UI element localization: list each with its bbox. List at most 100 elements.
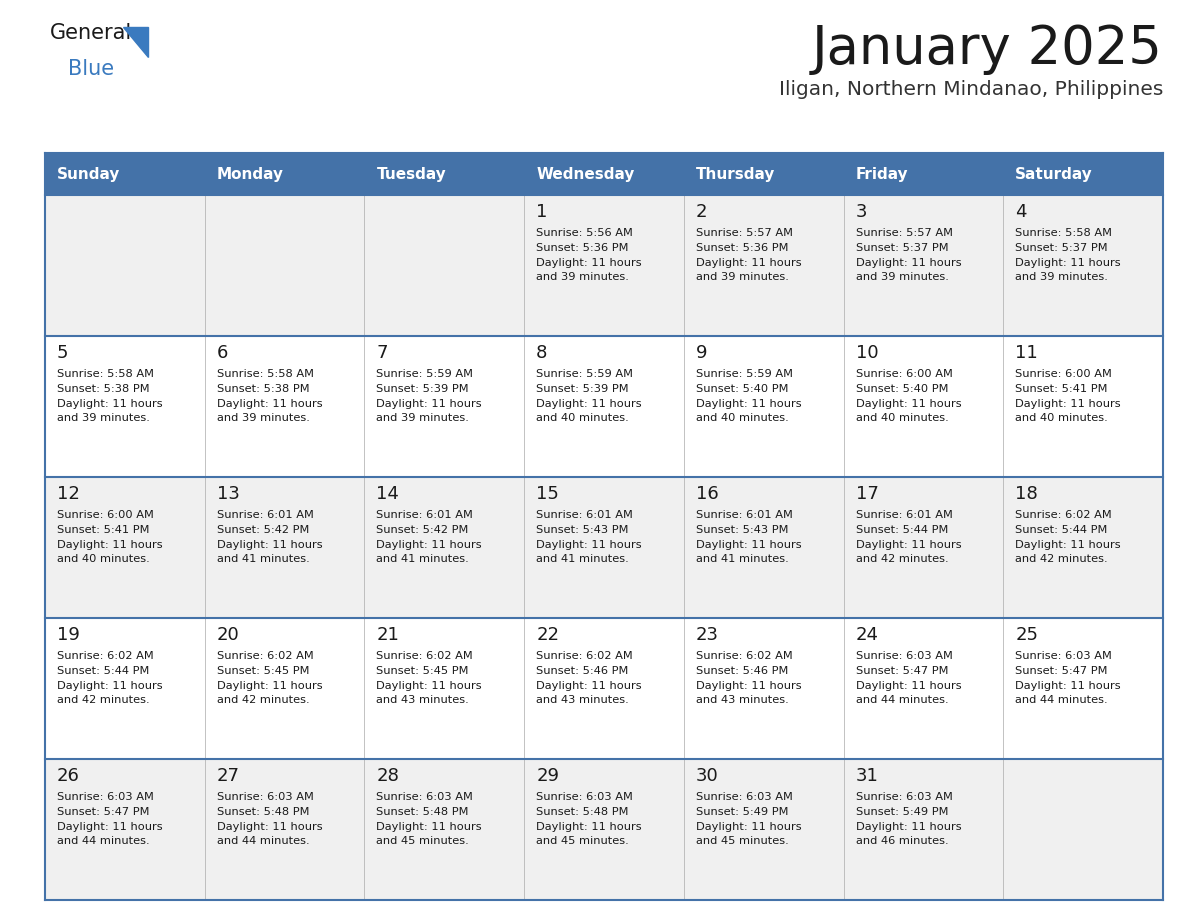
Bar xyxy=(204,153,365,195)
Text: Tuesday: Tuesday xyxy=(377,166,447,182)
Bar xyxy=(365,477,524,618)
Text: 2: 2 xyxy=(696,203,707,221)
Text: 24: 24 xyxy=(855,626,879,644)
Text: 9: 9 xyxy=(696,344,707,362)
Bar xyxy=(204,477,365,618)
Bar xyxy=(843,195,1004,336)
Bar xyxy=(843,336,1004,477)
Text: 12: 12 xyxy=(57,485,80,503)
Text: 4: 4 xyxy=(1016,203,1026,221)
Text: Sunrise: 6:00 AM
Sunset: 5:40 PM
Daylight: 11 hours
and 40 minutes.: Sunrise: 6:00 AM Sunset: 5:40 PM Dayligh… xyxy=(855,369,961,423)
Text: 29: 29 xyxy=(536,767,560,785)
Text: 11: 11 xyxy=(1016,344,1038,362)
Bar xyxy=(365,336,524,477)
Text: Sunrise: 6:02 AM
Sunset: 5:44 PM
Daylight: 11 hours
and 42 minutes.: Sunrise: 6:02 AM Sunset: 5:44 PM Dayligh… xyxy=(1016,510,1121,565)
Text: Sunrise: 6:01 AM
Sunset: 5:42 PM
Daylight: 11 hours
and 41 minutes.: Sunrise: 6:01 AM Sunset: 5:42 PM Dayligh… xyxy=(216,510,322,565)
Text: Sunrise: 6:03 AM
Sunset: 5:47 PM
Daylight: 11 hours
and 44 minutes.: Sunrise: 6:03 AM Sunset: 5:47 PM Dayligh… xyxy=(57,792,163,846)
Bar xyxy=(684,477,843,618)
Text: Thursday: Thursday xyxy=(696,166,776,182)
Text: Sunrise: 6:02 AM
Sunset: 5:45 PM
Daylight: 11 hours
and 42 minutes.: Sunrise: 6:02 AM Sunset: 5:45 PM Dayligh… xyxy=(216,651,322,705)
Text: Wednesday: Wednesday xyxy=(536,166,634,182)
Text: Sunrise: 6:00 AM
Sunset: 5:41 PM
Daylight: 11 hours
and 40 minutes.: Sunrise: 6:00 AM Sunset: 5:41 PM Dayligh… xyxy=(1016,369,1121,423)
Polygon shape xyxy=(124,27,148,57)
Bar xyxy=(524,153,684,195)
Bar xyxy=(45,759,204,900)
Bar xyxy=(1004,618,1163,759)
Text: 19: 19 xyxy=(57,626,80,644)
Bar xyxy=(204,759,365,900)
Bar xyxy=(843,153,1004,195)
Text: Sunrise: 5:59 AM
Sunset: 5:39 PM
Daylight: 11 hours
and 40 minutes.: Sunrise: 5:59 AM Sunset: 5:39 PM Dayligh… xyxy=(536,369,642,423)
Text: Sunrise: 6:03 AM
Sunset: 5:49 PM
Daylight: 11 hours
and 46 minutes.: Sunrise: 6:03 AM Sunset: 5:49 PM Dayligh… xyxy=(855,792,961,846)
Bar xyxy=(204,336,365,477)
Text: Sunrise: 6:03 AM
Sunset: 5:48 PM
Daylight: 11 hours
and 44 minutes.: Sunrise: 6:03 AM Sunset: 5:48 PM Dayligh… xyxy=(216,792,322,846)
Text: January 2025: January 2025 xyxy=(813,23,1163,75)
Text: 31: 31 xyxy=(855,767,878,785)
Text: Sunrise: 6:02 AM
Sunset: 5:46 PM
Daylight: 11 hours
and 43 minutes.: Sunrise: 6:02 AM Sunset: 5:46 PM Dayligh… xyxy=(696,651,802,705)
Bar xyxy=(1004,759,1163,900)
Text: Sunrise: 6:03 AM
Sunset: 5:49 PM
Daylight: 11 hours
and 45 minutes.: Sunrise: 6:03 AM Sunset: 5:49 PM Dayligh… xyxy=(696,792,802,846)
Bar xyxy=(524,618,684,759)
Text: 27: 27 xyxy=(216,767,240,785)
Bar xyxy=(524,195,684,336)
Bar xyxy=(843,618,1004,759)
Text: Sunrise: 6:02 AM
Sunset: 5:45 PM
Daylight: 11 hours
and 43 minutes.: Sunrise: 6:02 AM Sunset: 5:45 PM Dayligh… xyxy=(377,651,482,705)
Bar xyxy=(1004,153,1163,195)
Text: Sunrise: 6:03 AM
Sunset: 5:47 PM
Daylight: 11 hours
and 44 minutes.: Sunrise: 6:03 AM Sunset: 5:47 PM Dayligh… xyxy=(1016,651,1121,705)
Text: Sunrise: 6:03 AM
Sunset: 5:47 PM
Daylight: 11 hours
and 44 minutes.: Sunrise: 6:03 AM Sunset: 5:47 PM Dayligh… xyxy=(855,651,961,705)
Bar xyxy=(1004,336,1163,477)
Text: 1: 1 xyxy=(536,203,548,221)
Bar xyxy=(684,195,843,336)
Text: Sunrise: 6:01 AM
Sunset: 5:43 PM
Daylight: 11 hours
and 41 minutes.: Sunrise: 6:01 AM Sunset: 5:43 PM Dayligh… xyxy=(696,510,802,565)
Bar xyxy=(843,759,1004,900)
Bar xyxy=(1004,195,1163,336)
Text: Monday: Monday xyxy=(216,166,284,182)
Bar xyxy=(1004,477,1163,618)
Text: Sunrise: 5:59 AM
Sunset: 5:40 PM
Daylight: 11 hours
and 40 minutes.: Sunrise: 5:59 AM Sunset: 5:40 PM Dayligh… xyxy=(696,369,802,423)
Text: 3: 3 xyxy=(855,203,867,221)
Bar xyxy=(684,153,843,195)
Bar xyxy=(684,618,843,759)
Text: Iligan, Northern Mindanao, Philippines: Iligan, Northern Mindanao, Philippines xyxy=(778,80,1163,99)
Text: 16: 16 xyxy=(696,485,719,503)
Text: 13: 13 xyxy=(216,485,240,503)
Text: 30: 30 xyxy=(696,767,719,785)
Bar xyxy=(524,477,684,618)
Bar xyxy=(365,618,524,759)
Bar xyxy=(524,336,684,477)
Text: Sunrise: 6:02 AM
Sunset: 5:46 PM
Daylight: 11 hours
and 43 minutes.: Sunrise: 6:02 AM Sunset: 5:46 PM Dayligh… xyxy=(536,651,642,705)
Text: 8: 8 xyxy=(536,344,548,362)
Bar xyxy=(204,195,365,336)
Bar xyxy=(45,153,204,195)
Text: 20: 20 xyxy=(216,626,240,644)
Text: 6: 6 xyxy=(216,344,228,362)
Bar xyxy=(204,618,365,759)
Text: Saturday: Saturday xyxy=(1016,166,1093,182)
Bar xyxy=(365,153,524,195)
Bar xyxy=(843,477,1004,618)
Bar xyxy=(524,759,684,900)
Text: Sunday: Sunday xyxy=(57,166,120,182)
Bar xyxy=(45,336,204,477)
Bar xyxy=(45,618,204,759)
Text: 28: 28 xyxy=(377,767,399,785)
Text: 21: 21 xyxy=(377,626,399,644)
Text: 7: 7 xyxy=(377,344,388,362)
Text: 15: 15 xyxy=(536,485,560,503)
Text: Sunrise: 5:58 AM
Sunset: 5:38 PM
Daylight: 11 hours
and 39 minutes.: Sunrise: 5:58 AM Sunset: 5:38 PM Dayligh… xyxy=(216,369,322,423)
Text: Sunrise: 6:01 AM
Sunset: 5:42 PM
Daylight: 11 hours
and 41 minutes.: Sunrise: 6:01 AM Sunset: 5:42 PM Dayligh… xyxy=(377,510,482,565)
Text: Sunrise: 5:57 AM
Sunset: 5:37 PM
Daylight: 11 hours
and 39 minutes.: Sunrise: 5:57 AM Sunset: 5:37 PM Dayligh… xyxy=(855,228,961,283)
Bar xyxy=(365,759,524,900)
Text: 5: 5 xyxy=(57,344,69,362)
Text: Sunrise: 5:59 AM
Sunset: 5:39 PM
Daylight: 11 hours
and 39 minutes.: Sunrise: 5:59 AM Sunset: 5:39 PM Dayligh… xyxy=(377,369,482,423)
Bar xyxy=(684,759,843,900)
Text: Sunrise: 5:57 AM
Sunset: 5:36 PM
Daylight: 11 hours
and 39 minutes.: Sunrise: 5:57 AM Sunset: 5:36 PM Dayligh… xyxy=(696,228,802,283)
Text: 10: 10 xyxy=(855,344,878,362)
Text: Sunrise: 5:56 AM
Sunset: 5:36 PM
Daylight: 11 hours
and 39 minutes.: Sunrise: 5:56 AM Sunset: 5:36 PM Dayligh… xyxy=(536,228,642,283)
Bar xyxy=(45,195,204,336)
Bar xyxy=(365,195,524,336)
Text: Sunrise: 6:01 AM
Sunset: 5:44 PM
Daylight: 11 hours
and 42 minutes.: Sunrise: 6:01 AM Sunset: 5:44 PM Dayligh… xyxy=(855,510,961,565)
Text: 26: 26 xyxy=(57,767,80,785)
Text: Friday: Friday xyxy=(855,166,908,182)
Text: 17: 17 xyxy=(855,485,878,503)
